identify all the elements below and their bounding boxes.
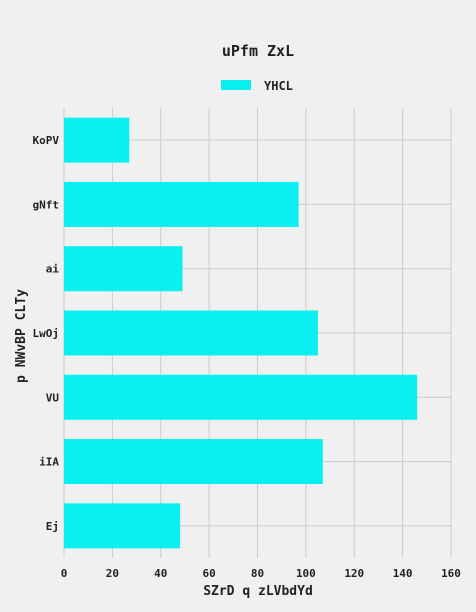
y-tick-label: ai: [46, 263, 60, 276]
bar: [64, 117, 130, 163]
y-tick-label: gNft: [33, 198, 60, 211]
bar: [64, 246, 183, 292]
x-tick-label: 160: [441, 567, 461, 580]
y-axis-label: p NWvBP CLTy: [14, 289, 29, 383]
x-axis-label: SZrD q zLVbdYd: [203, 584, 313, 599]
y-axis-ticks: KoPV gNft ai LwOj VU iIA Ej: [33, 134, 60, 533]
chart-title: uPfm ZxL: [222, 42, 294, 60]
x-tick-label: 80: [251, 567, 264, 580]
x-tick-label: 60: [203, 567, 216, 580]
x-tick-label: 100: [296, 567, 316, 580]
legend: YHCL: [221, 79, 293, 93]
bar: [64, 374, 418, 420]
y-tick-label: LwOj: [33, 327, 60, 340]
bar: [64, 503, 181, 549]
x-tick-label: 120: [344, 567, 364, 580]
bars: [64, 117, 418, 549]
x-tick-label: 140: [393, 567, 413, 580]
bar: [64, 181, 299, 227]
y-tick-label: iIA: [39, 456, 59, 469]
y-tick-label: Ej: [46, 520, 59, 533]
x-tick-label: 0: [61, 567, 68, 580]
bar: [64, 439, 323, 485]
y-tick-label: VU: [46, 391, 60, 404]
legend-label: YHCL: [264, 79, 293, 93]
x-tick-label: 40: [154, 567, 167, 580]
y-tick-label: KoPV: [33, 134, 60, 147]
bar: [64, 310, 318, 356]
legend-swatch: [221, 80, 251, 90]
x-axis-ticks: 0 20 40 60 80 100 120 140 160: [61, 567, 461, 580]
x-tick-label: 20: [106, 567, 119, 580]
